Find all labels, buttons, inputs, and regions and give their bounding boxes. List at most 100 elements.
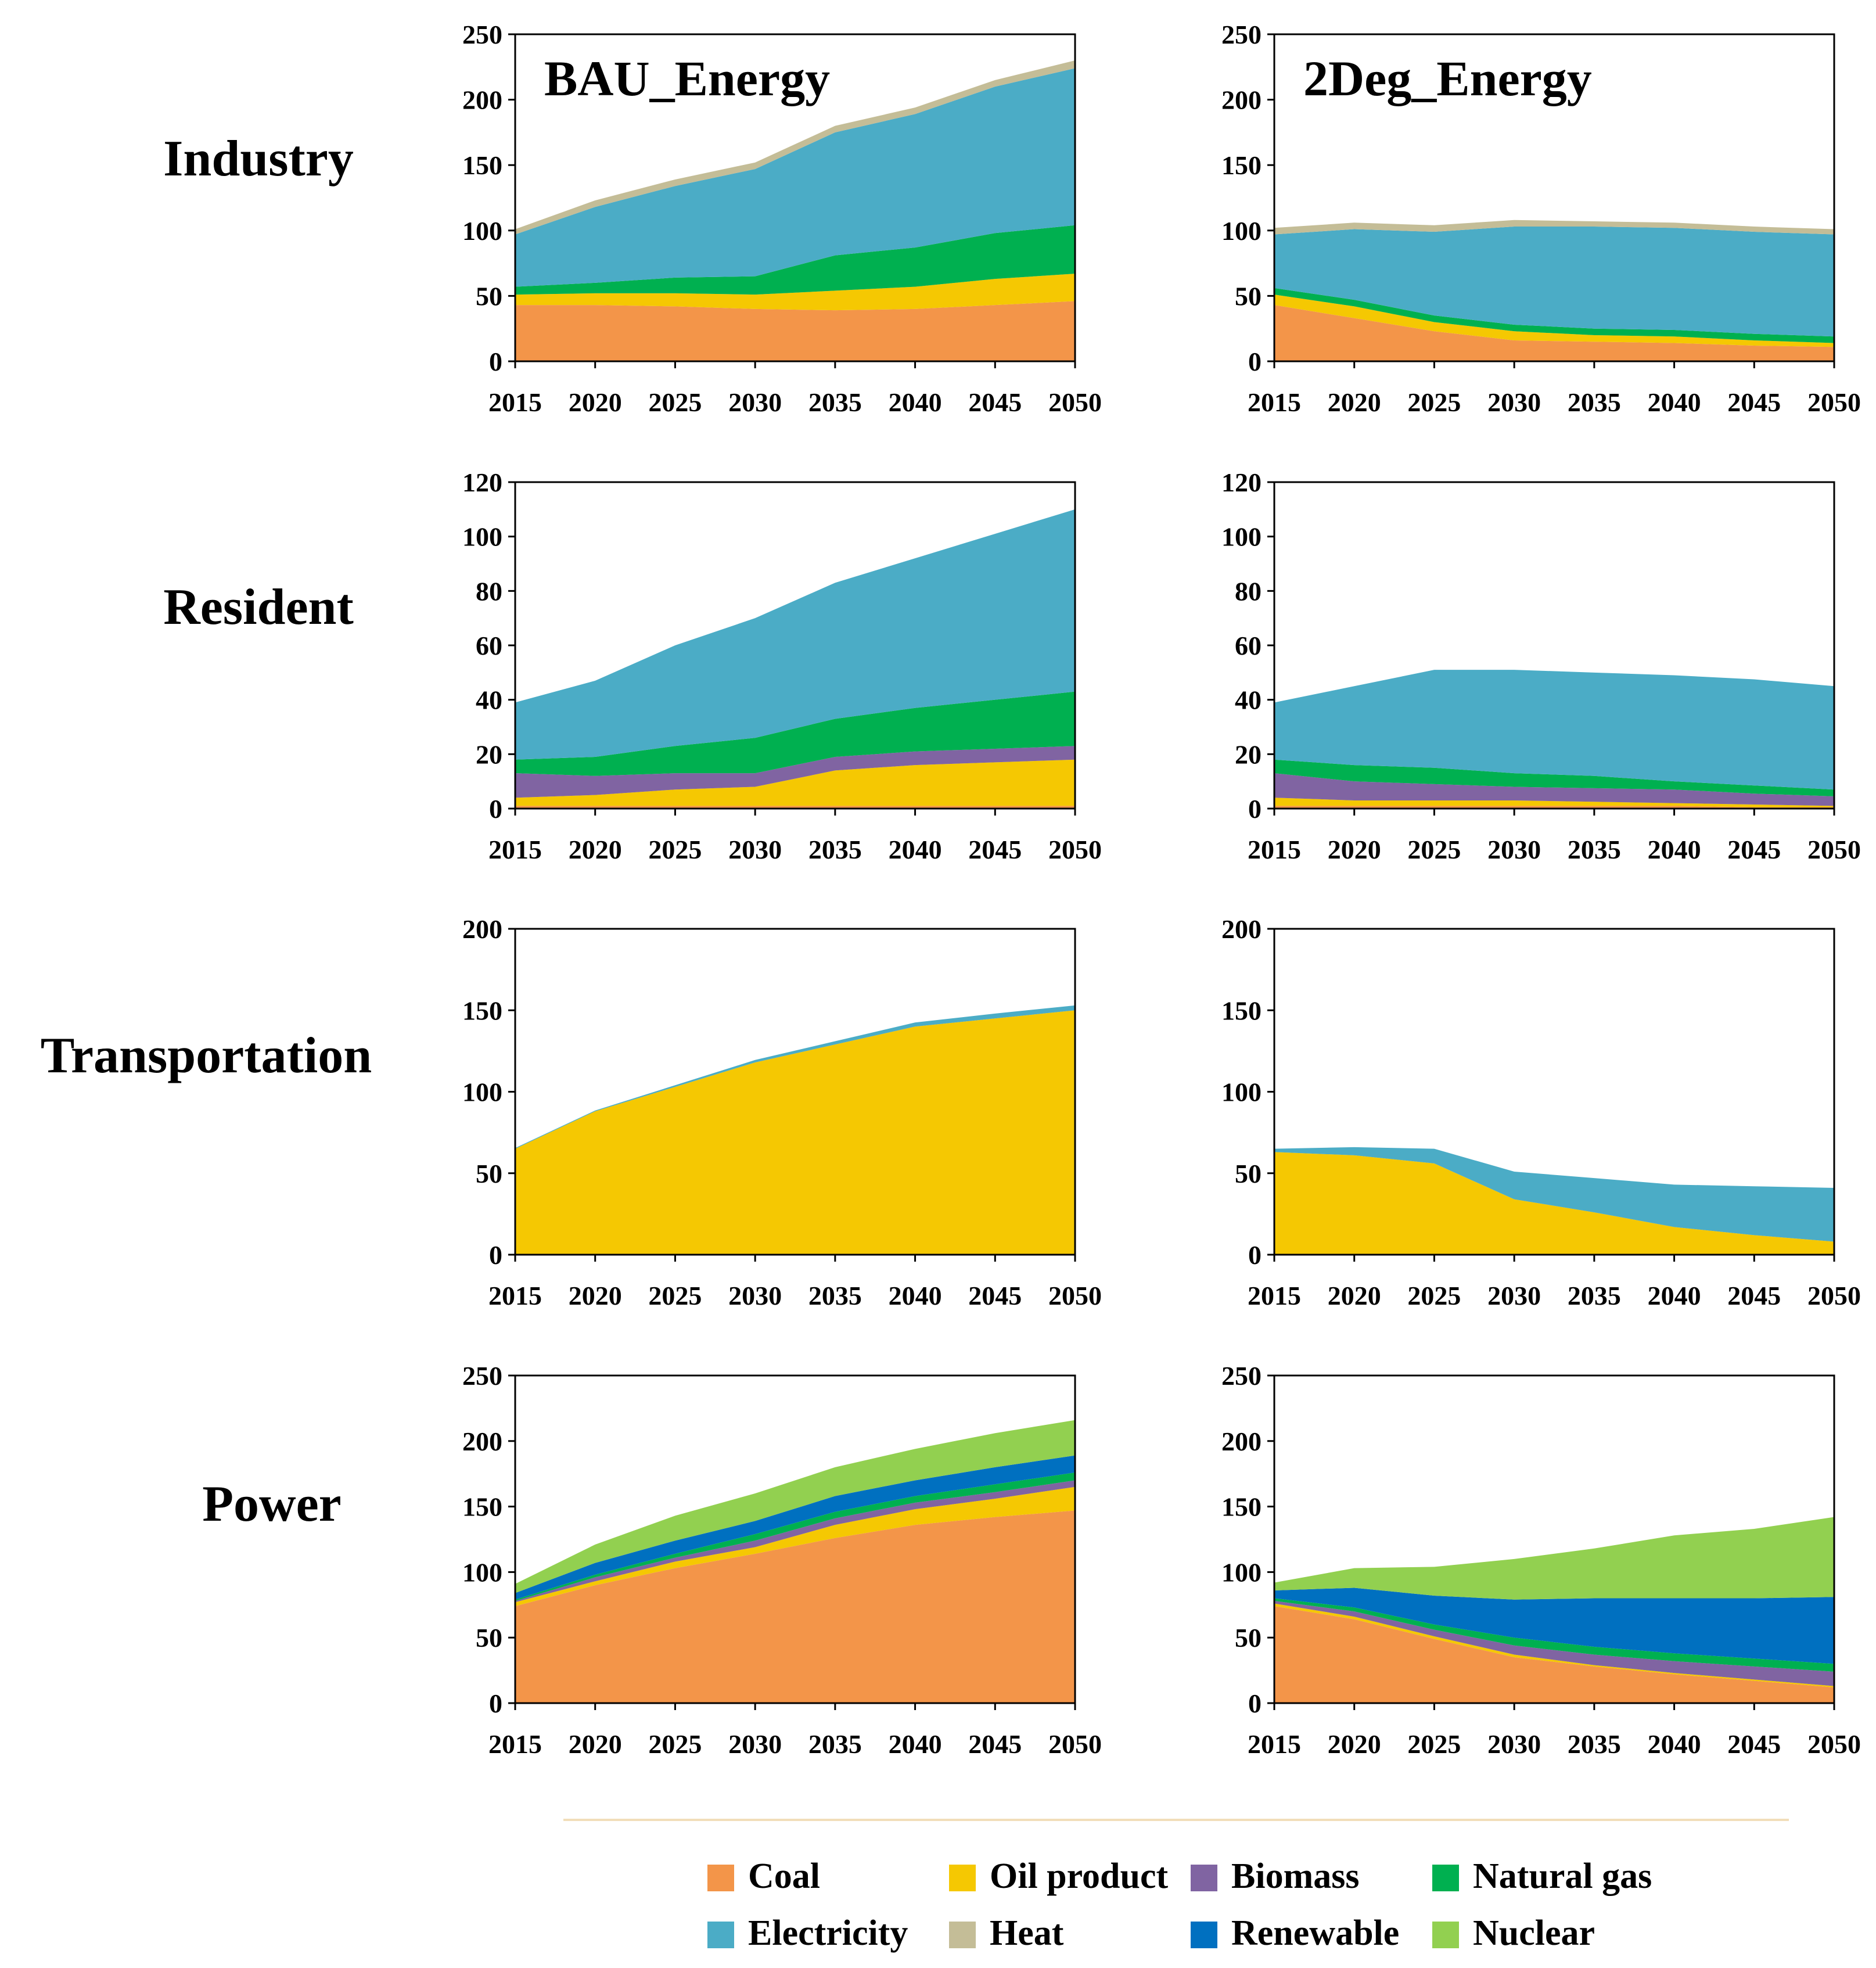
y-tick-label: 100: [1221, 1557, 1262, 1587]
y-tick-label: 40: [476, 685, 502, 715]
legend-swatch-electricity: [707, 1922, 734, 1948]
y-tick-label: 250: [462, 1361, 502, 1391]
x-tick-label: 2035: [808, 1281, 862, 1310]
area-industry-bau-energy-electricity: [515, 68, 1075, 287]
y-tick-label: 50: [476, 281, 502, 311]
x-tick-label: 2025: [648, 1729, 702, 1759]
legend-item-coal: Coal: [707, 1856, 820, 1896]
x-tick-label: 2030: [1487, 1281, 1541, 1310]
x-tick-label: 2030: [728, 835, 782, 864]
area-industry-bau-energy-coal: [515, 301, 1075, 361]
y-tick-label: 0: [489, 1240, 502, 1270]
x-tick-label: 2045: [968, 1729, 1022, 1759]
y-tick-label: 200: [1221, 85, 1262, 115]
x-tick-label: 2025: [648, 1281, 702, 1310]
y-tick-label: 150: [1221, 1492, 1262, 1522]
y-tick-label: 250: [1221, 1361, 1262, 1391]
x-tick-label: 2040: [1648, 387, 1701, 417]
legend-label-biomass: Biomass: [1231, 1856, 1359, 1896]
area-power-2deg-energy-nuclear: [1274, 1517, 1834, 1600]
x-tick-label: 2025: [1407, 387, 1461, 417]
x-tick-label: 2040: [889, 387, 942, 417]
area-power-bau-energy-natural-gas: [515, 1472, 1075, 1601]
y-tick-label: 150: [462, 150, 502, 180]
legend-label-renewable: Renewable: [1231, 1913, 1399, 1953]
x-tick-label: 2025: [1407, 1281, 1461, 1310]
y-tick-label: 100: [462, 216, 502, 246]
x-tick-label: 2040: [889, 835, 942, 864]
x-tick-label: 2045: [1727, 1729, 1781, 1759]
area-transportation-2deg-energy-oil-product: [1274, 1152, 1834, 1255]
y-tick-label: 20: [476, 739, 502, 769]
y-tick-label: 40: [1235, 685, 1262, 715]
y-tick-label: 200: [1221, 914, 1262, 944]
x-tick-label: 2035: [1568, 835, 1621, 864]
plot-frame-power-bau-energy: [514, 1374, 1076, 1704]
x-tick-label: 2050: [1048, 835, 1102, 864]
x-tick-label: 2030: [1487, 835, 1541, 864]
y-tick-label: 250: [462, 20, 502, 49]
legend-item-heat: Heat: [949, 1913, 1064, 1953]
y-tick-label: 0: [1248, 347, 1262, 376]
chart-title-2deg-energy: 2Deg_Energy: [1303, 51, 1592, 106]
legend-swatch-renewable: [1191, 1922, 1217, 1948]
y-tick-label: 120: [1221, 468, 1262, 497]
y-tick-label: 60: [476, 631, 502, 660]
legend-label-electricity: Electricity: [748, 1913, 908, 1953]
area-power-2deg-energy-coal: [1274, 1606, 1834, 1703]
x-tick-label: 2045: [968, 387, 1022, 417]
y-tick-label: 100: [462, 1078, 502, 1107]
y-tick-label: 50: [476, 1159, 502, 1188]
x-tick-label: 2045: [1727, 387, 1781, 417]
x-tick-label: 2025: [648, 835, 702, 864]
area-industry-2deg-energy-oil-product: [1274, 295, 1834, 347]
x-tick-label: 2015: [488, 1729, 542, 1759]
legend-label-coal: Coal: [748, 1856, 820, 1896]
area-power-bau-energy-nuclear: [515, 1420, 1075, 1593]
area-power-bau-energy-biomass: [515, 1480, 1075, 1603]
plot-frame-power-2deg-energy: [1273, 1374, 1835, 1704]
y-tick-label: 200: [462, 1427, 502, 1456]
legend-item-renewable: Renewable: [1191, 1913, 1399, 1953]
x-tick-label: 2035: [808, 1729, 862, 1759]
y-tick-label: 50: [1235, 1159, 1262, 1188]
y-tick-label: 100: [1221, 1078, 1262, 1107]
x-tick-label: 2025: [648, 387, 702, 417]
legend-swatch-heat: [949, 1922, 976, 1948]
y-tick-label: 0: [489, 794, 502, 824]
x-tick-label: 2050: [1807, 835, 1861, 864]
area-power-2deg-energy-renewable: [1274, 1588, 1834, 1664]
row-label-resident: Resident: [163, 579, 354, 635]
x-tick-label: 2020: [1328, 387, 1381, 417]
y-tick-label: 0: [1248, 794, 1262, 824]
area-transportation-bau-energy-oil-product: [515, 1010, 1075, 1255]
area-resident-bau-energy-biomass: [515, 746, 1075, 798]
legend-item-oil-product: Oil product: [949, 1856, 1169, 1896]
area-industry-bau-energy-natural-gas: [515, 225, 1075, 295]
area-resident-bau-energy-oil-product: [515, 759, 1075, 806]
legend: Coal Oil product Biomass Natural gas Ele…: [707, 1856, 1652, 1953]
y-tick-label: 200: [1221, 1427, 1262, 1456]
y-tick-label: 20: [1235, 739, 1262, 769]
x-tick-label: 2045: [1727, 835, 1781, 864]
y-tick-label: 100: [462, 522, 502, 552]
chart-power-bau-energy: 0 50 100 150 200 250 2015 2020 2025 2030 2035 2040 2…: [462, 1361, 1102, 1759]
y-tick-label: 150: [1221, 150, 1262, 180]
x-tick-label: 2050: [1048, 1729, 1102, 1759]
y-tick-label: 150: [1221, 996, 1262, 1025]
row-label-industry: Industry: [163, 131, 354, 187]
area-power-bau-energy-renewable: [515, 1455, 1075, 1600]
x-tick-label: 2030: [728, 387, 782, 417]
x-tick-label: 2045: [968, 1281, 1022, 1310]
x-tick-label: 2040: [1648, 835, 1701, 864]
x-tick-label: 2035: [1568, 1281, 1621, 1310]
x-tick-label: 2020: [1328, 1729, 1381, 1759]
x-tick-label: 2050: [1048, 387, 1102, 417]
x-tick-label: 2025: [1407, 835, 1461, 864]
x-tick-label: 2030: [728, 1729, 782, 1759]
x-tick-label: 2015: [488, 835, 542, 864]
row-label-power: Power: [202, 1476, 341, 1532]
x-tick-label: 2025: [1407, 1729, 1461, 1759]
